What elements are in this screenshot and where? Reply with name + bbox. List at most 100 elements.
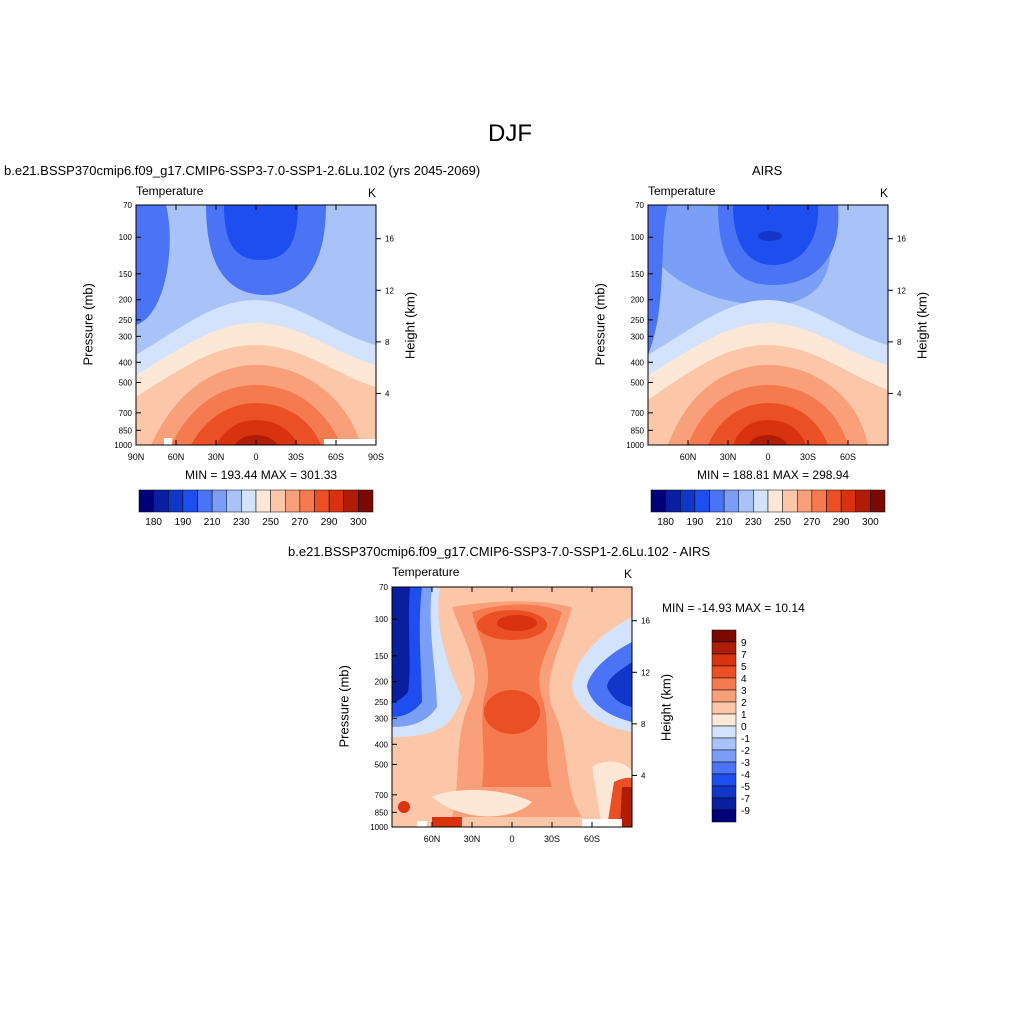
x-tick-label: 60N (168, 452, 185, 462)
colorbar-swatch (241, 489, 257, 513)
colorbar-label: 290 (833, 517, 850, 528)
colorbar-label: 250 (262, 517, 279, 528)
y-tick-label: 300 (631, 332, 645, 341)
y2-tick-label: 4 (897, 389, 902, 398)
x-tick-label: 30S (544, 834, 560, 844)
p3-band (620, 787, 632, 827)
colorbar-swatch (711, 713, 737, 727)
p3-missing (417, 821, 427, 827)
y2-tick-label: 8 (641, 720, 646, 729)
panel2-y2label: Height (km) (914, 291, 930, 360)
p3-band (392, 587, 410, 702)
colorbar-swatch (343, 489, 359, 513)
y2-tick-label: 12 (897, 286, 906, 295)
y-tick-label: 300 (375, 714, 389, 723)
y-tick-label: 850 (631, 426, 645, 435)
y-tick-label: 150 (631, 270, 645, 279)
panel1-colorbar: 180 190 210 230 250 270 290 300 (138, 489, 374, 528)
colorbar-swatch (711, 809, 737, 823)
y-tick-label: 700 (631, 409, 645, 418)
colorbar-label: 300 (350, 517, 367, 528)
colorbar-swatch (226, 489, 242, 513)
panel2-colorbar: 180 190 210 230 250 270 290 300 (650, 489, 886, 528)
y-tick-label: 250 (631, 316, 645, 325)
colorbar-swatch (711, 785, 737, 799)
p3-missing (582, 819, 622, 827)
colorbar-label: -9 (741, 806, 750, 817)
colorbar-swatch (738, 489, 754, 513)
colorbar-swatch (767, 489, 783, 513)
colorbar-label: 250 (774, 517, 791, 528)
colorbar-swatch (211, 489, 227, 513)
y-tick-label: 400 (119, 358, 133, 367)
y-tick-label: 250 (119, 316, 133, 325)
x-tick-label: 30S (800, 452, 816, 462)
y-tick-label: 250 (375, 698, 389, 707)
y2-tick-label: 16 (385, 235, 394, 244)
y2-tick-label: 4 (385, 389, 390, 398)
colorbar-label: 0 (741, 722, 747, 733)
colorbar-label: 230 (233, 517, 250, 528)
y-tick-label: 500 (375, 760, 389, 769)
p2-band (733, 420, 806, 445)
panel3-left-label: Temperature (392, 565, 460, 579)
p1-missing (324, 439, 376, 445)
colorbar-swatch (826, 489, 842, 513)
x-tick-label: 30N (464, 834, 481, 844)
panel1-title: b.e21.BSSP370cmip6.f09_g17.CMIP6-SSP3-7.… (4, 163, 481, 178)
x-tick-label: 90N (128, 452, 145, 462)
page-title: DJF (488, 120, 532, 147)
colorbar-swatch (711, 761, 737, 775)
panel3-plot: 60N 30N 0 30S 60S 70 100 150 200 250 300 400 500 700 8… (370, 583, 650, 844)
y-tick-label: 70 (379, 583, 388, 592)
colorbar-swatch (358, 489, 374, 513)
p1-band (216, 420, 298, 445)
colorbar-label: -5 (741, 782, 750, 793)
y2-tick-label: 12 (641, 668, 650, 677)
panel1-left-label: Temperature (136, 184, 204, 198)
colorbar-swatch (650, 489, 666, 513)
y2-tick-label: 16 (897, 235, 906, 244)
x-tick-label: 60S (840, 452, 856, 462)
p3-band (484, 690, 540, 734)
y-tick-label: 100 (631, 233, 645, 242)
panel1-right-label: K (368, 186, 377, 200)
x-tick-label: 0 (509, 834, 514, 844)
colorbar-label: 1 (741, 710, 747, 721)
panel1-stats: MIN = 193.44 MAX = 301.33 (185, 468, 338, 482)
colorbar-label: 190 (175, 517, 192, 528)
colorbar-swatch (711, 677, 737, 691)
panel2-title: AIRS (752, 163, 783, 178)
colorbar-swatch (680, 489, 696, 513)
y2-tick-label: 12 (385, 286, 394, 295)
p3-band (398, 801, 410, 813)
panel3-stats: MIN = -14.93 MAX = 10.14 (662, 601, 805, 615)
y2-tick-label: 8 (385, 338, 390, 347)
y-tick-label: 850 (119, 426, 133, 435)
panel1-ylabel: Pressure (mb) (80, 283, 96, 366)
colorbar-label: 290 (321, 517, 338, 528)
x-tick-label: 60S (584, 834, 600, 844)
colorbar-swatch (182, 489, 198, 513)
y-tick-label: 1000 (114, 441, 132, 450)
colorbar-swatch (711, 701, 737, 715)
y2-tick-label: 16 (641, 617, 650, 626)
colorbar-label: 270 (804, 517, 821, 528)
panel3-ylabel: Pressure (mb) (336, 665, 352, 748)
colorbar-swatch (711, 749, 737, 763)
y-tick-label: 200 (375, 678, 389, 687)
panel2-left-label: Temperature (648, 184, 716, 198)
panel2-right-label: K (880, 186, 889, 200)
panel1-plot: 90N 60N 30N 0 30S 60S 90S 70 100 150 200 250 300 400 5… (114, 201, 394, 462)
colorbar-label: 210 (204, 517, 221, 528)
colorbar-swatch (665, 489, 681, 513)
colorbar-label: 190 (687, 517, 704, 528)
colorbar-swatch (709, 489, 725, 513)
colorbar-swatch (255, 489, 271, 513)
colorbar-swatch (299, 489, 315, 513)
colorbar-swatch (711, 629, 737, 643)
panel2-stats: MIN = 188.81 MAX = 298.94 (697, 468, 850, 482)
y-tick-label: 100 (375, 615, 389, 624)
x-tick-label: 30N (208, 452, 225, 462)
